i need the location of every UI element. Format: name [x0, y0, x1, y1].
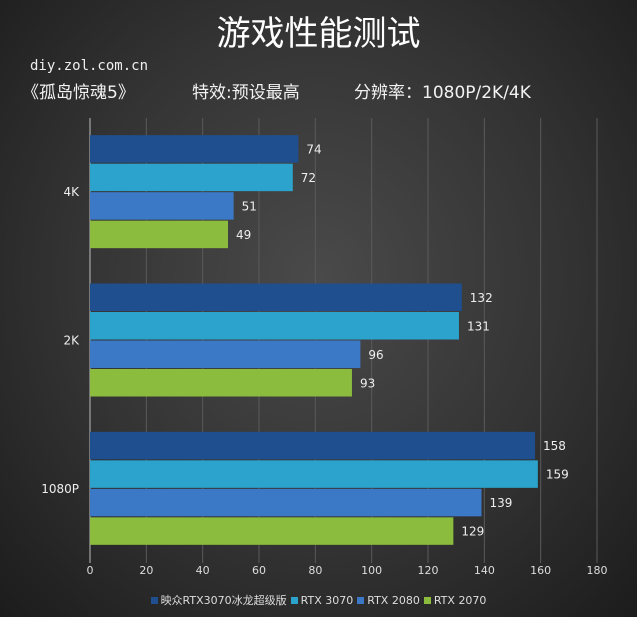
x-tick-label: 180	[587, 564, 608, 577]
legend-item: 映众RTX3070冰龙超级版	[150, 592, 287, 608]
data-label: 49	[236, 228, 251, 242]
bar	[90, 517, 454, 545]
bar	[90, 460, 538, 488]
x-tick-label: 20	[139, 564, 153, 577]
x-tick-label: 100	[361, 564, 382, 577]
data-label: 132	[470, 291, 493, 305]
x-tick-label: 40	[196, 564, 210, 577]
legend-label: 映众RTX3070冰龙超级版	[160, 594, 287, 607]
bar	[90, 220, 229, 249]
x-tick-label: 160	[530, 564, 551, 577]
game-name: 《孤岛惊魂5》	[22, 83, 135, 103]
category-label: 2K	[63, 334, 80, 348]
chart-title: 游戏性能测试	[216, 14, 421, 54]
legend-label: RTX 2070	[433, 594, 487, 607]
data-label: 131	[467, 319, 490, 333]
site-url: diy.zol.com.cn	[30, 58, 149, 74]
data-label: 93	[360, 376, 375, 390]
legend-item: RTX 2080	[357, 594, 420, 607]
bar	[90, 369, 352, 397]
legend-item: RTX 2070	[423, 594, 487, 607]
bar	[90, 163, 293, 192]
resolution-text: 分辨率：1080P/2K/4K	[354, 83, 531, 103]
data-label: 159	[546, 468, 569, 482]
bar	[90, 192, 234, 220]
data-label: 96	[368, 348, 383, 362]
category-label: 1080P	[41, 482, 79, 496]
data-label: 129	[461, 525, 484, 539]
x-tick-label: 80	[308, 564, 322, 577]
bar	[90, 431, 536, 460]
bar	[90, 283, 462, 311]
bar	[90, 340, 361, 368]
x-tick-label: 140	[474, 564, 495, 577]
legend: 映众RTX3070冰龙超级版 RTX 3070 RTX 2080 RTX 2070	[0, 592, 637, 608]
legend-label: RTX 2080	[367, 594, 420, 607]
bar	[90, 135, 299, 163]
legend-item: RTX 3070	[290, 594, 354, 607]
data-label: 72	[301, 171, 316, 185]
legend-swatch	[423, 597, 431, 604]
legend-swatch	[290, 597, 298, 604]
x-tick-label: 120	[418, 564, 439, 577]
bar	[90, 312, 459, 340]
data-label: 74	[306, 142, 321, 156]
data-label: 158	[543, 439, 566, 453]
settings-text: 特效:预设最高	[192, 83, 300, 103]
legend-swatch	[357, 597, 365, 604]
x-tick-label: 0	[87, 564, 94, 577]
legend-swatch	[150, 597, 158, 604]
x-tick-label: 60	[252, 564, 266, 577]
category-label: 4K	[63, 185, 80, 199]
data-label: 51	[242, 199, 257, 213]
bar	[90, 488, 482, 517]
legend-label: RTX 3070	[300, 594, 354, 607]
data-label: 139	[490, 496, 513, 510]
